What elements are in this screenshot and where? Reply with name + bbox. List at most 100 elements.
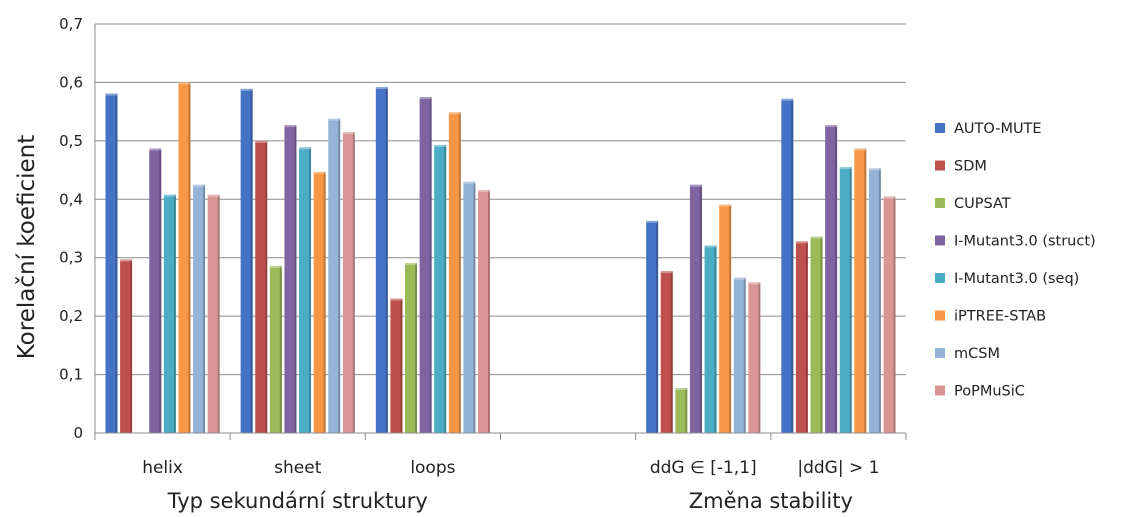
bar bbox=[646, 220, 659, 433]
bar-highlight bbox=[463, 181, 476, 184]
bar bbox=[105, 93, 118, 433]
gridlines bbox=[95, 23, 906, 376]
bar bbox=[178, 82, 191, 433]
bar-highlight bbox=[478, 189, 491, 192]
bar-shade bbox=[458, 112, 461, 433]
bar-highlight bbox=[178, 82, 191, 85]
group-label: Změna stability bbox=[689, 489, 853, 513]
legend-swatch bbox=[935, 123, 945, 133]
bar-highlight bbox=[675, 388, 688, 391]
legend-label: AUTO-MUTE bbox=[954, 121, 1042, 137]
bar-shade bbox=[656, 220, 659, 433]
y-tick-label: 0,7 bbox=[59, 15, 83, 33]
y-axis-title: Korelační koeficient bbox=[14, 135, 40, 360]
y-tick-label: 0,1 bbox=[59, 366, 83, 384]
legend-label: mCSM bbox=[954, 346, 1000, 362]
bar-highlight bbox=[868, 168, 881, 171]
bar bbox=[207, 194, 220, 433]
bar-shade bbox=[820, 236, 823, 433]
bar-shade bbox=[429, 97, 432, 434]
bar bbox=[328, 118, 341, 433]
bar-highlight bbox=[854, 148, 867, 151]
bar-highlight bbox=[434, 144, 447, 147]
bar-highlight bbox=[255, 140, 268, 143]
axes bbox=[94, 24, 907, 440]
bar bbox=[660, 271, 673, 433]
x-tick-label: |ddG| > 1 bbox=[797, 458, 879, 478]
bar bbox=[299, 147, 312, 433]
bar-highlight bbox=[405, 262, 418, 265]
bar bbox=[868, 168, 881, 433]
bar-shade bbox=[385, 87, 388, 434]
x-tick-label: loops bbox=[410, 458, 455, 478]
legend-label: SDM bbox=[954, 159, 987, 175]
bar-highlight bbox=[646, 220, 659, 223]
bar-shade bbox=[309, 147, 312, 433]
bar-shade bbox=[352, 132, 355, 434]
bar bbox=[342, 132, 355, 434]
x-tick-label: helix bbox=[142, 458, 183, 478]
x-tick-label: sheet bbox=[274, 458, 322, 478]
bar-shade bbox=[400, 298, 403, 433]
legend-swatch bbox=[935, 160, 945, 171]
bar bbox=[240, 88, 253, 433]
bar-highlight bbox=[419, 97, 432, 100]
bar-shade bbox=[758, 282, 761, 433]
bar-shade bbox=[893, 196, 896, 433]
bar-highlight bbox=[240, 88, 253, 91]
bar-shade bbox=[130, 259, 133, 433]
legend-swatch bbox=[935, 198, 945, 208]
bar bbox=[675, 388, 688, 433]
bar-shade bbox=[791, 98, 794, 433]
bar-highlight bbox=[719, 204, 732, 207]
bar bbox=[284, 125, 297, 434]
bar-shade bbox=[444, 144, 447, 433]
bar-highlight bbox=[342, 132, 355, 135]
bar bbox=[405, 262, 418, 433]
bar-shade bbox=[294, 125, 297, 434]
bar-highlight bbox=[660, 271, 673, 274]
bar-highlight bbox=[120, 259, 133, 262]
legend-label: iPTREE-STAB bbox=[954, 309, 1046, 325]
bar-shade bbox=[415, 262, 418, 433]
bar bbox=[419, 97, 432, 434]
bar-shade bbox=[173, 194, 176, 433]
bar bbox=[193, 184, 206, 433]
bar-highlight bbox=[284, 125, 297, 128]
x-tick-label: ddG ∈ [-1,1] bbox=[650, 458, 757, 478]
legend: AUTO-MUTE SDM CUPSAT I-Mutant3.0 (struct) I-… bbox=[935, 121, 1096, 400]
bar-shade bbox=[159, 148, 162, 433]
bar-highlight bbox=[748, 282, 761, 285]
bar bbox=[704, 245, 717, 433]
legend-swatch bbox=[935, 235, 945, 246]
legend-swatch bbox=[935, 348, 945, 358]
bar-highlight bbox=[733, 277, 746, 280]
bar bbox=[149, 148, 162, 433]
bar bbox=[748, 282, 761, 433]
bar-shade bbox=[203, 184, 206, 433]
bar-shade bbox=[743, 277, 746, 433]
bar-highlight bbox=[313, 171, 326, 174]
y-tick-label: 0,6 bbox=[59, 73, 83, 91]
bar-highlight bbox=[269, 265, 282, 268]
y-tick-label: 0 bbox=[73, 424, 83, 442]
bar bbox=[689, 184, 702, 433]
bar-highlight bbox=[795, 241, 808, 244]
bar bbox=[375, 87, 388, 434]
y-tick-label: 0,3 bbox=[59, 249, 83, 267]
bar-shade bbox=[250, 88, 253, 433]
bar-shade bbox=[729, 204, 732, 433]
bar bbox=[839, 167, 852, 433]
bar bbox=[255, 140, 268, 433]
bar bbox=[733, 277, 746, 433]
bar bbox=[120, 259, 133, 433]
bar bbox=[390, 298, 403, 433]
bar bbox=[810, 236, 823, 433]
bar-shade bbox=[699, 184, 702, 433]
bar-shade bbox=[878, 168, 881, 433]
bar bbox=[448, 112, 461, 433]
legend-swatch bbox=[935, 310, 945, 321]
bar-shade bbox=[323, 171, 326, 433]
bar-highlight bbox=[883, 196, 896, 199]
